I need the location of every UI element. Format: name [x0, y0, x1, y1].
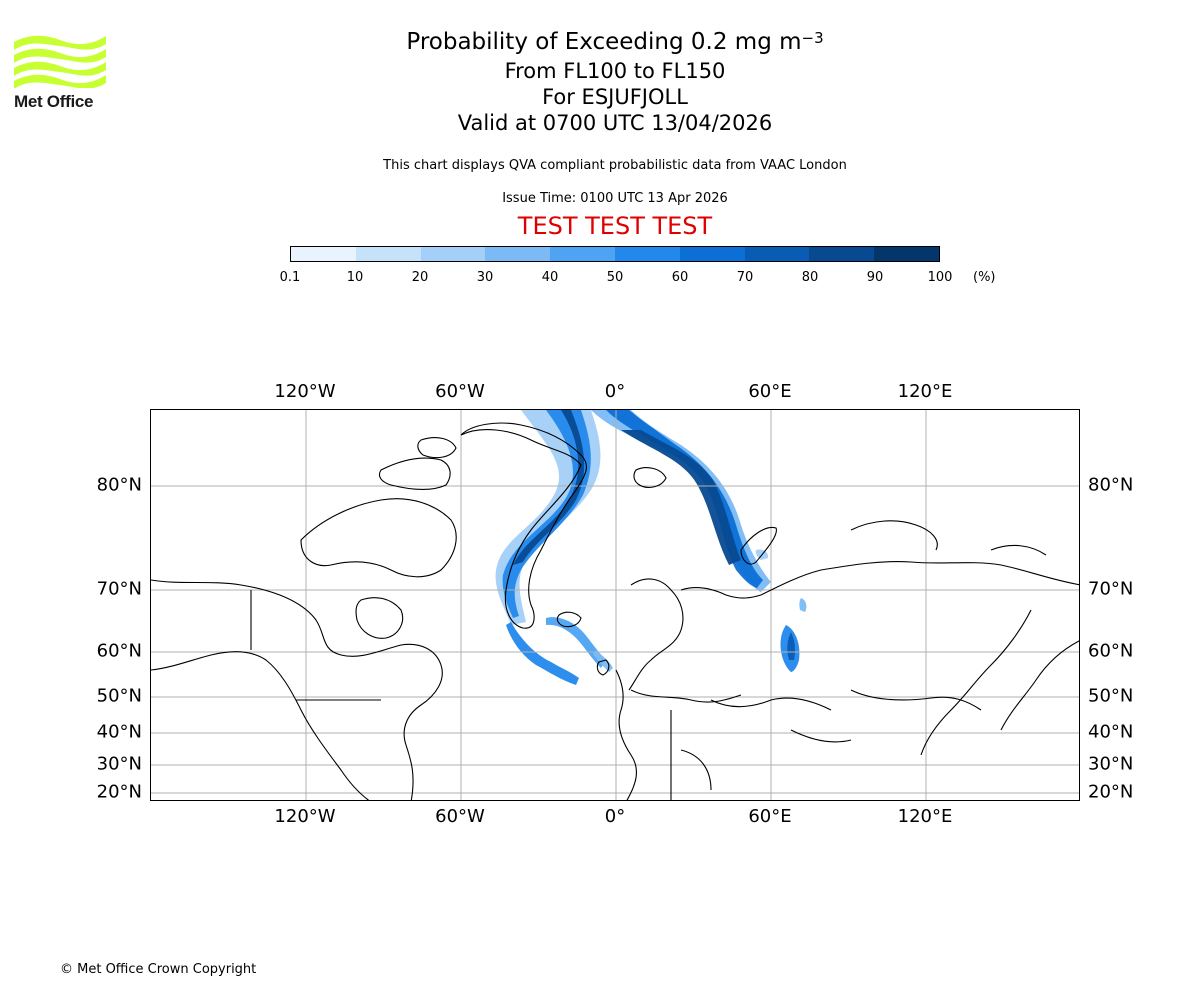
logo-wave [14, 74, 106, 89]
coastline-path [790, 729, 852, 743]
latitude-label: 70°N [96, 578, 142, 600]
plume-band [799, 598, 807, 612]
longitude-label: 120°W [274, 381, 336, 402]
coastline-path [628, 578, 684, 691]
colorbar-segment [550, 247, 615, 261]
coastline-path [920, 609, 1032, 756]
coastline-path [710, 697, 832, 711]
coastline-path [378, 457, 451, 491]
colorbar-segment [485, 247, 551, 261]
coastline-path [556, 611, 582, 628]
colorbar-tick-label: 30 [476, 270, 494, 285]
longitude-label: 60°E [748, 381, 792, 402]
ash-plume [495, 410, 807, 685]
colorbar-segment [874, 247, 939, 261]
coastline-path [151, 579, 443, 800]
logo-wave [14, 48, 106, 63]
coastline-path [680, 749, 712, 791]
plume-band [606, 410, 763, 588]
title-target: For ESJUFJOLL [542, 85, 688, 109]
longitude-label: 120°W [274, 806, 336, 827]
colorbar-segment [355, 247, 421, 261]
coastline-path [460, 422, 587, 629]
coastline-path [760, 561, 1079, 596]
coastline-path [596, 659, 610, 676]
longitude-label: 0° [604, 806, 626, 827]
colorbar-tick-label: 20 [411, 270, 429, 285]
latitude-label: 20°N [96, 781, 142, 803]
coastline-path [151, 651, 370, 800]
coastline-path [633, 467, 667, 488]
coastline-path [417, 437, 457, 459]
latitude-label: 50°N [96, 685, 142, 707]
latitude-label: 60°N [1088, 640, 1134, 662]
met-office-logo: Met Office [14, 30, 110, 114]
latitude-label: 30°N [96, 753, 142, 775]
colorbar-unit: (%) [973, 270, 996, 285]
longitude-label: 120°E [897, 806, 953, 827]
coastline-path [850, 689, 982, 711]
longitude-label: 60°E [748, 806, 792, 827]
coastline-path [1000, 640, 1079, 731]
logo-wave [14, 35, 106, 50]
title-main: Probability of Exceeding 0.2 mg m−3 [406, 29, 824, 55]
latitude-label: 60°N [96, 640, 142, 662]
latitude-label: 40°N [1088, 721, 1134, 743]
coastlines [151, 422, 1079, 800]
latitude-label: 80°N [96, 474, 142, 496]
colorbar-tick-label: 50 [606, 270, 624, 285]
map-panel [150, 409, 1080, 801]
colorbar-tick-label: 70 [736, 270, 754, 285]
logo-wave [14, 61, 106, 76]
colorbar-tick-label: 40 [541, 270, 559, 285]
colorbar-tick-label: 0.1 [279, 270, 301, 285]
title-valid: Valid at 0700 UTC 13/04/2026 [457, 111, 773, 135]
latitude-label: 20°N [1088, 781, 1134, 803]
latitude-label: 50°N [1088, 685, 1134, 707]
latitude-label: 30°N [1088, 753, 1134, 775]
colorbar-segment [809, 247, 875, 261]
colorbar-tick-label: 100 [927, 270, 953, 285]
map-canvas [151, 410, 1079, 800]
colorbar-segment [679, 247, 745, 261]
longitude-label: 0° [604, 381, 626, 402]
test-banner: TEST TEST TEST [517, 212, 713, 240]
colorbar [290, 246, 940, 262]
colorbar-segment [291, 247, 356, 261]
colorbar-tick-label: 60 [671, 270, 689, 285]
colorbar-segment [614, 247, 680, 261]
colorbar-segment [420, 247, 486, 261]
logo-text: Met Office [14, 92, 94, 111]
coastline-path [680, 586, 762, 599]
latitude-label: 80°N [1088, 474, 1134, 496]
title-levels: From FL100 to FL150 [504, 59, 726, 83]
coastline-path [355, 597, 404, 639]
copyright: © Met Office Crown Copyright [60, 962, 257, 977]
longitude-label: 120°E [897, 381, 953, 402]
coastline-path [740, 526, 777, 565]
chart-description: This chart displays QVA compliant probab… [383, 158, 847, 173]
latitude-label: 70°N [1088, 578, 1134, 600]
longitude-label: 60°W [435, 806, 485, 827]
plume-band [787, 632, 795, 660]
chart-titles: Probability of Exceeding 0.2 mg m−3 From… [315, 26, 915, 136]
plume-band [546, 617, 606, 668]
coastline-path [990, 544, 1047, 556]
colorbar-tick-label: 80 [801, 270, 819, 285]
plume-band [506, 622, 579, 685]
met-office-waves-icon [14, 35, 106, 89]
colorbar-segment [744, 247, 810, 261]
issue-time: Issue Time: 0100 UTC 13 Apr 2026 [502, 191, 728, 206]
graticule [151, 410, 1079, 800]
coastline-path [300, 498, 457, 578]
coastline-path [630, 689, 742, 703]
coastline-path [615, 669, 637, 800]
colorbar-tick-label: 90 [866, 270, 884, 285]
coastline-path [850, 520, 938, 551]
plume-band [621, 430, 741, 565]
colorbar-tick-label: 10 [346, 270, 364, 285]
latitude-label: 40°N [96, 721, 142, 743]
plume-band [502, 410, 591, 618]
longitude-label: 60°W [435, 381, 485, 402]
